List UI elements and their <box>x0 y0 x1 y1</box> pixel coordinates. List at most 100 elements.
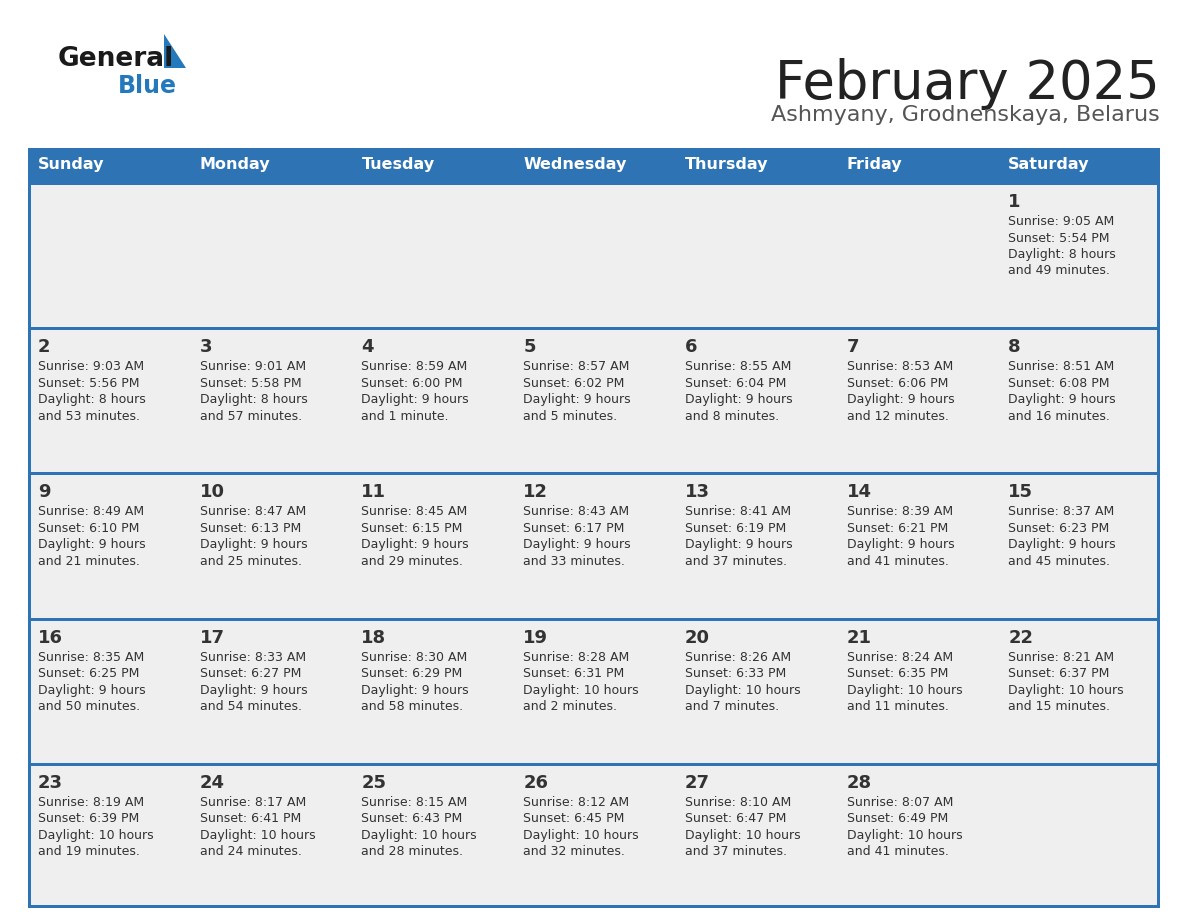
Bar <box>513 621 675 763</box>
Text: Sunset: 6:37 PM: Sunset: 6:37 PM <box>1009 667 1110 680</box>
Text: 21: 21 <box>847 629 872 646</box>
Text: Sunrise: 8:10 AM: Sunrise: 8:10 AM <box>684 796 791 809</box>
Bar <box>352 185 513 327</box>
Bar <box>29 905 1159 908</box>
Text: and 16 minutes.: and 16 minutes. <box>1009 409 1110 422</box>
Bar <box>29 330 190 473</box>
Bar <box>998 621 1159 763</box>
Text: and 58 minutes.: and 58 minutes. <box>361 700 463 713</box>
Bar <box>352 148 513 182</box>
Text: Daylight: 9 hours: Daylight: 9 hours <box>361 684 469 697</box>
Bar <box>836 621 998 763</box>
Text: and 21 minutes.: and 21 minutes. <box>38 554 140 568</box>
Text: Daylight: 8 hours: Daylight: 8 hours <box>1009 248 1116 261</box>
Bar <box>29 766 190 908</box>
Text: Daylight: 9 hours: Daylight: 9 hours <box>1009 538 1116 552</box>
Text: Daylight: 10 hours: Daylight: 10 hours <box>523 684 639 697</box>
Text: and 37 minutes.: and 37 minutes. <box>684 554 786 568</box>
Text: Daylight: 9 hours: Daylight: 9 hours <box>523 393 631 406</box>
Text: and 7 minutes.: and 7 minutes. <box>684 700 779 713</box>
Text: Sunrise: 8:41 AM: Sunrise: 8:41 AM <box>684 506 791 519</box>
Bar <box>190 766 352 908</box>
Text: Sunset: 6:25 PM: Sunset: 6:25 PM <box>38 667 139 680</box>
Text: Sunset: 6:10 PM: Sunset: 6:10 PM <box>38 522 139 535</box>
Text: Sunset: 6:45 PM: Sunset: 6:45 PM <box>523 812 625 825</box>
Text: Sunrise: 8:15 AM: Sunrise: 8:15 AM <box>361 796 468 809</box>
Text: Sunrise: 9:05 AM: Sunrise: 9:05 AM <box>1009 215 1114 228</box>
Text: Sunset: 5:54 PM: Sunset: 5:54 PM <box>1009 231 1110 244</box>
Text: Sunset: 5:56 PM: Sunset: 5:56 PM <box>38 376 139 390</box>
Text: Sunrise: 8:26 AM: Sunrise: 8:26 AM <box>684 651 791 664</box>
Text: and 50 minutes.: and 50 minutes. <box>38 700 140 713</box>
Bar <box>513 148 675 182</box>
Text: Sunrise: 8:47 AM: Sunrise: 8:47 AM <box>200 506 307 519</box>
Text: Daylight: 9 hours: Daylight: 9 hours <box>361 538 469 552</box>
Text: 3: 3 <box>200 338 213 356</box>
Text: Daylight: 10 hours: Daylight: 10 hours <box>847 684 962 697</box>
Text: and 19 minutes.: and 19 minutes. <box>38 845 140 858</box>
Bar <box>998 330 1159 473</box>
Text: Daylight: 9 hours: Daylight: 9 hours <box>200 684 308 697</box>
Text: Sunrise: 8:43 AM: Sunrise: 8:43 AM <box>523 506 630 519</box>
Bar <box>190 476 352 618</box>
Text: 19: 19 <box>523 629 548 646</box>
Bar <box>675 148 836 182</box>
Text: 11: 11 <box>361 484 386 501</box>
Text: Sunset: 6:29 PM: Sunset: 6:29 PM <box>361 667 462 680</box>
Text: Sunset: 6:17 PM: Sunset: 6:17 PM <box>523 522 625 535</box>
Text: Sunset: 6:15 PM: Sunset: 6:15 PM <box>361 522 463 535</box>
Text: Sunrise: 8:12 AM: Sunrise: 8:12 AM <box>523 796 630 809</box>
Text: Daylight: 9 hours: Daylight: 9 hours <box>684 393 792 406</box>
Text: Sunset: 6:00 PM: Sunset: 6:00 PM <box>361 376 463 390</box>
Text: Sunset: 5:58 PM: Sunset: 5:58 PM <box>200 376 302 390</box>
Text: Friday: Friday <box>847 158 902 173</box>
Text: Sunday: Sunday <box>38 158 105 173</box>
Text: and 53 minutes.: and 53 minutes. <box>38 409 140 422</box>
Text: Sunrise: 9:03 AM: Sunrise: 9:03 AM <box>38 360 144 374</box>
Bar <box>352 766 513 908</box>
Text: Sunrise: 8:37 AM: Sunrise: 8:37 AM <box>1009 506 1114 519</box>
Text: Sunrise: 8:51 AM: Sunrise: 8:51 AM <box>1009 360 1114 374</box>
Bar <box>675 621 836 763</box>
Text: Sunrise: 8:24 AM: Sunrise: 8:24 AM <box>847 651 953 664</box>
Text: Daylight: 9 hours: Daylight: 9 hours <box>361 393 469 406</box>
Text: 16: 16 <box>38 629 63 646</box>
Text: Sunrise: 8:33 AM: Sunrise: 8:33 AM <box>200 651 305 664</box>
Text: and 37 minutes.: and 37 minutes. <box>684 845 786 858</box>
Bar <box>513 476 675 618</box>
Text: Saturday: Saturday <box>1009 158 1089 173</box>
Bar <box>29 182 1159 185</box>
Bar <box>1157 148 1159 908</box>
Text: 23: 23 <box>38 774 63 792</box>
Text: and 57 minutes.: and 57 minutes. <box>200 409 302 422</box>
Text: and 12 minutes.: and 12 minutes. <box>847 409 948 422</box>
Text: 12: 12 <box>523 484 548 501</box>
Text: Sunrise: 8:35 AM: Sunrise: 8:35 AM <box>38 651 144 664</box>
Text: Sunrise: 8:19 AM: Sunrise: 8:19 AM <box>38 796 144 809</box>
Text: Daylight: 10 hours: Daylight: 10 hours <box>1009 684 1124 697</box>
Text: Thursday: Thursday <box>684 158 769 173</box>
Bar <box>29 618 1159 621</box>
Text: 26: 26 <box>523 774 548 792</box>
Text: Sunrise: 8:45 AM: Sunrise: 8:45 AM <box>361 506 468 519</box>
Bar <box>190 330 352 473</box>
Text: Sunset: 6:27 PM: Sunset: 6:27 PM <box>200 667 301 680</box>
Text: 14: 14 <box>847 484 872 501</box>
Text: Sunrise: 8:30 AM: Sunrise: 8:30 AM <box>361 651 468 664</box>
Text: Sunset: 6:02 PM: Sunset: 6:02 PM <box>523 376 625 390</box>
Text: Sunset: 6:06 PM: Sunset: 6:06 PM <box>847 376 948 390</box>
Text: Sunset: 6:13 PM: Sunset: 6:13 PM <box>200 522 301 535</box>
Text: and 8 minutes.: and 8 minutes. <box>684 409 779 422</box>
Text: Sunset: 6:31 PM: Sunset: 6:31 PM <box>523 667 625 680</box>
Text: Sunset: 6:33 PM: Sunset: 6:33 PM <box>684 667 786 680</box>
Text: Sunrise: 8:07 AM: Sunrise: 8:07 AM <box>847 796 953 809</box>
Text: 17: 17 <box>200 629 225 646</box>
Polygon shape <box>164 34 187 68</box>
Bar <box>998 148 1159 182</box>
Text: 6: 6 <box>684 338 697 356</box>
Bar <box>352 621 513 763</box>
Text: 15: 15 <box>1009 484 1034 501</box>
Text: 20: 20 <box>684 629 710 646</box>
Bar <box>836 766 998 908</box>
Text: Monday: Monday <box>200 158 271 173</box>
